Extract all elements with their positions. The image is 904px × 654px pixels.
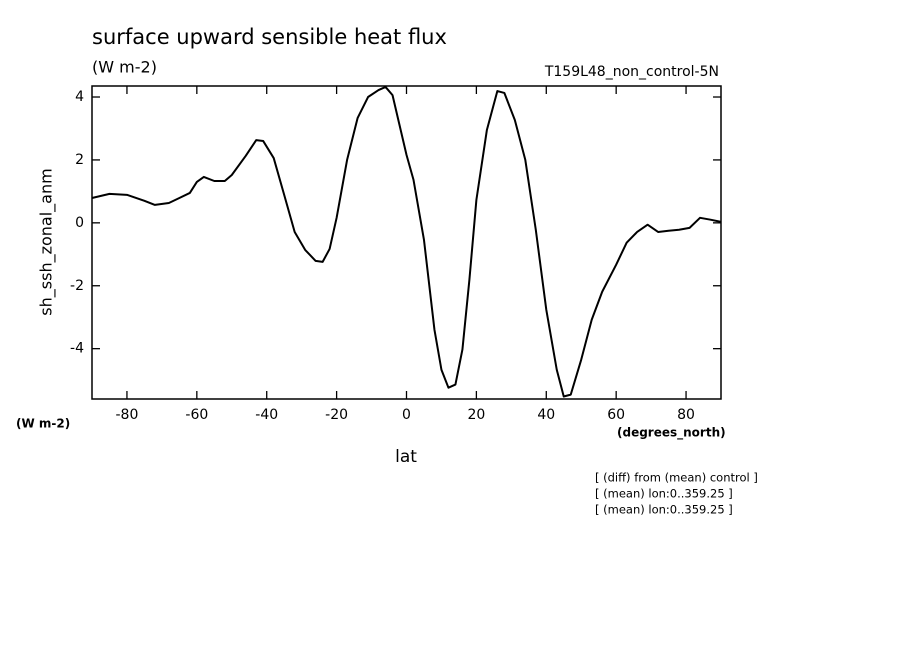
x-tick-label: -60	[185, 407, 208, 423]
x-tick-label: -20	[325, 407, 348, 423]
x-tick-label: -40	[255, 407, 278, 423]
experiment-label: T159L48_non_control-5N	[544, 64, 719, 80]
note: [ (mean) lon:0..359.25 ]	[595, 487, 733, 501]
note: [ (mean) lon:0..359.25 ]	[595, 503, 733, 517]
x-units: (degrees_north)	[617, 426, 726, 441]
y-tick-label: -2	[70, 278, 84, 294]
x-tick-label: 60	[607, 407, 625, 423]
y-tick-label: 0	[75, 215, 84, 231]
y-units: (W m-2)	[16, 417, 70, 431]
chart-title: surface upward sensible heat flux	[92, 25, 447, 49]
x-tick-label: -80	[116, 407, 139, 423]
y-axis-label: sh_ssh_zonal_anm	[37, 168, 57, 315]
chart-subtitle: (W m-2)	[92, 58, 157, 77]
x-tick-label: 40	[537, 407, 555, 423]
x-tick-label: 80	[677, 407, 695, 423]
x-tick-label: 20	[467, 407, 485, 423]
y-tick-label: 2	[75, 152, 84, 168]
x-axis-label: lat	[395, 447, 417, 467]
y-tick-label: -4	[70, 341, 84, 357]
data-line	[91, 85, 722, 398]
note: [ (diff) from (mean) control ]	[595, 471, 758, 485]
x-tick-label: 0	[402, 407, 411, 423]
y-tick-label: 4	[75, 89, 84, 105]
